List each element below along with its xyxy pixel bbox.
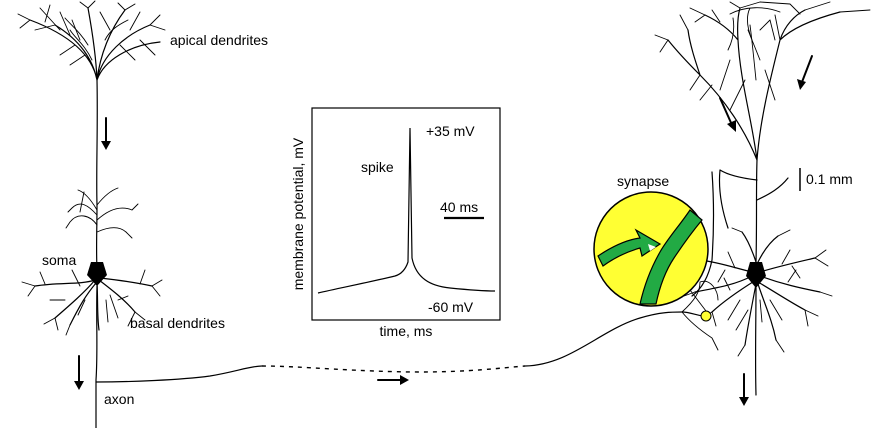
label-apical-dendrites: apical dendrites — [170, 32, 268, 48]
label-axon: axon — [104, 391, 134, 407]
left-axon-arrow — [74, 355, 84, 390]
inset-time-scale-label: 40 ms — [440, 199, 478, 215]
zoom-connector-1 — [689, 289, 707, 312]
synapse-arrow-highlight — [648, 244, 656, 251]
label-soma: soma — [42, 252, 76, 268]
left-neuron — [17, 0, 526, 428]
axon-direction-arrow — [377, 375, 409, 385]
left-trunk-arrow — [101, 117, 111, 150]
left-apical-trunk — [95, 79, 98, 269]
right-neuron — [654, 1, 871, 406]
incoming-axon — [524, 311, 705, 367]
right-oblique-branch — [718, 169, 789, 229]
left-apical-dendrites — [17, 0, 166, 81]
left-basal-dendrites — [21, 269, 163, 336]
label-synapse: synapse — [617, 173, 669, 189]
label-basal-dendrites: basal dendrites — [130, 315, 225, 331]
right-soma — [746, 262, 766, 288]
inset-spike-label: spike — [361, 159, 394, 175]
synapse-marker — [700, 310, 712, 322]
right-apical-dendrites — [654, 1, 871, 161]
left-soma — [87, 262, 107, 286]
inset-xlabel: time, ms — [380, 323, 433, 339]
membrane-potential-inset — [311, 107, 501, 321]
action-potential-trace — [317, 127, 496, 294]
left-axon — [95, 285, 98, 428]
inset-peak-label: +35 mV — [426, 123, 475, 139]
synapse-postsynaptic-process — [639, 209, 703, 305]
right-tuft-arrow-right — [797, 55, 813, 90]
left-oblique-dendrites — [65, 187, 139, 239]
synapse-zoom — [593, 191, 709, 307]
right-tuft-arrow-left — [719, 97, 736, 132]
axon-dashed-gap — [261, 365, 526, 373]
incoming-axon-branches — [681, 280, 719, 351]
inset-rest-label: -60 mV — [428, 299, 474, 315]
inset-ylabel: membrane potential, mV — [290, 137, 306, 290]
axon-to-synapse — [691, 171, 715, 297]
axon-collateral — [95, 365, 263, 383]
right-axon-arrow — [739, 373, 749, 406]
label-scale: 0.1 mm — [806, 171, 853, 187]
inset-frame — [311, 107, 501, 321]
right-apical-trunk — [755, 159, 758, 263]
